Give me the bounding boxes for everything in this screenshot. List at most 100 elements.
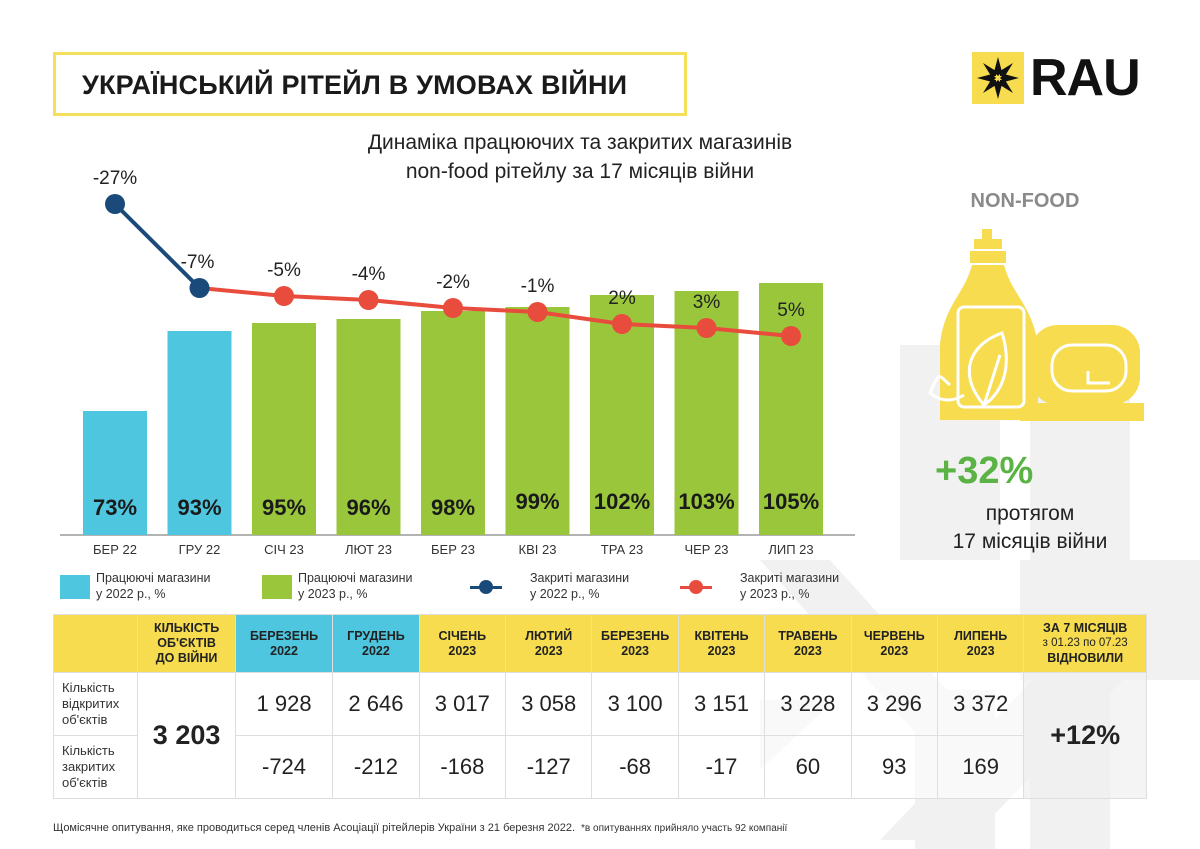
x-tick-label: ГРУ 22 [179, 542, 221, 557]
chart-title-line2: non-food рітейлу за 17 місяців війни [405, 160, 755, 183]
line-label: -1% [521, 276, 555, 297]
header-line: ТРАВЕНЬ [778, 628, 838, 643]
legend-label-line1: Закриті магазини [530, 571, 630, 585]
bar-0 [83, 411, 147, 535]
line-label: -5% [267, 260, 301, 281]
line-point-2 [274, 286, 294, 306]
title-box: УКРАЇНСЬКИЙ РІТЕЙЛ В УМОВАХ ВІЙНИ [53, 52, 687, 116]
line-point-3 [358, 290, 379, 310]
header-line: ЛИПЕНЬ [954, 628, 1008, 643]
footnote-note: *в опитуваннях прийняло участь 92 компан… [581, 823, 788, 834]
line-label: 3% [693, 292, 721, 313]
header-line: 2022 [270, 643, 298, 658]
bar-8 [759, 283, 823, 535]
recovered-value: +12% [1023, 672, 1147, 799]
table-row-open: Кількість відкритих об'єктів 3 203 1 928 2… [52, 672, 1147, 799]
bar-5 [505, 307, 570, 535]
line-point-6 [612, 314, 632, 334]
header-line: СІЧЕНЬ [438, 628, 487, 643]
x-tick-label: КВІ 23 [519, 542, 557, 557]
header-line: ДО ВІЙНИ [155, 651, 218, 665]
header-month: ЛИПЕНЬ 2023 [936, 614, 1025, 673]
line-label: 5% [777, 300, 805, 321]
header-pre-war: КІЛЬКІСТЬ ОБ'ЄКТІВ ДО ВІЙНИ [137, 614, 236, 673]
header-month: КВІТЕНЬ 2023 [677, 614, 766, 673]
legend-label: Працюючі магазини у 2023 р., % [298, 570, 438, 602]
header-line: 2023 [621, 643, 650, 658]
header-recovered: ЗА 7 МІСЯЦІВ з 01.23 по 07.23 ВІДНОВИЛИ [1023, 614, 1147, 673]
table-cell: 3 372 [936, 672, 1025, 736]
header-line: ВІДНОВИЛИ [1047, 651, 1124, 665]
detergent-bottle-and-soap-icon [928, 229, 1144, 421]
bar-label: 96% [346, 495, 390, 520]
row-label-line: об'єктів [62, 712, 108, 727]
table-cell: -724 [234, 735, 334, 799]
legend-label-line2: у 2022 р., % [96, 587, 166, 601]
highlight-description: протягом 17 місяців війни [920, 500, 1140, 556]
table-cell: -212 [332, 735, 420, 799]
line-point-5 [527, 302, 548, 322]
line-closed-2022 [113, 202, 201, 290]
table-cell: -17 [677, 735, 766, 799]
table-cell: -168 [418, 735, 507, 799]
category-label: NON-FOOD [970, 190, 1080, 212]
table-cell: -68 [591, 735, 679, 799]
header-line: БЕРЕЗЕНЬ [249, 628, 319, 643]
bar-label: 103% [678, 489, 734, 514]
footnote: Щомісячне опитування, яке проводиться се… [53, 822, 787, 834]
line-label: -2% [436, 272, 470, 293]
header-line: 2023 [707, 643, 736, 658]
x-tick-label: ТРА 23 [601, 542, 644, 557]
header-line: 2023 [966, 643, 995, 658]
legend-label-line2: у 2023 р., % [298, 587, 368, 601]
legend-label: Закриті магазини у 2023 р., % [740, 570, 880, 602]
table-cell: 1 928 [234, 672, 334, 736]
logo-text: RAU [1030, 49, 1141, 107]
bar-label: 105% [763, 489, 819, 514]
bar-3 [336, 319, 401, 535]
legend-label-line2: у 2022 р., % [530, 587, 600, 601]
legend-swatch-2023 [262, 575, 292, 599]
x-tick-label: ЛИП 23 [768, 542, 813, 557]
x-tick-label: ЛЮТ 23 [345, 542, 392, 557]
line-point-7 [696, 318, 717, 338]
highlight-desc-line1: протягом [985, 502, 1075, 525]
page-title: УКРАЇНСЬКИЙ РІТЕЙЛ В УМОВАХ ВІЙНИ [82, 70, 628, 100]
bar-line-chart: 73% 93% 95% 96% 98% 99% 102% 103% 105% БЕР 22 ГРУ… [60, 168, 855, 557]
header-month: ТРАВЕНЬ 2023 [764, 614, 852, 673]
bar-label: 93% [177, 495, 221, 520]
row-label-line: Кількість [62, 680, 115, 695]
header-line: 2023 [534, 643, 563, 658]
header-month: БЕРЕЗЕНЬ 2023 [591, 614, 679, 673]
chart-title: Динаміка працюючих та закритих магазинів… [300, 128, 860, 186]
footnote-text: Щомісячне опитування, яке проводиться се… [53, 822, 576, 834]
highlight-desc-line2: 17 місяців війни [952, 530, 1108, 553]
table-cell: 3 151 [677, 672, 766, 736]
legend-label: Працюючі магазини у 2022 р., % [96, 570, 236, 602]
bar-label: 102% [594, 489, 650, 514]
line-point-1 [189, 278, 210, 298]
line-label: 2% [608, 288, 636, 309]
eight-point-star-icon [972, 52, 1024, 104]
header-month: СІЧЕНЬ 2023 [418, 614, 507, 673]
line-label: -7% [181, 252, 215, 273]
legend-swatch-2022 [60, 575, 90, 599]
table-cell: 3 100 [591, 672, 679, 736]
header-line: 2022 [362, 643, 390, 658]
x-tick-label: СІЧ 23 [264, 542, 304, 557]
legend-label-line1: Працюючі магазини [298, 571, 413, 585]
header-line: ЧЕРВЕНЬ [863, 628, 925, 643]
table-cell: 3 296 [850, 672, 938, 736]
header-line: 2023 [880, 643, 909, 658]
legend-dot-2022 [479, 580, 493, 594]
legend-dot-2023 [689, 580, 703, 594]
line-label: -27% [93, 168, 137, 189]
row-label: Кількість закритих об'єктів [52, 735, 139, 799]
row-label-line: Кількість [62, 743, 115, 758]
line-point-4 [443, 298, 463, 318]
header-month: БЕРЕЗЕНЬ 2022 [234, 614, 334, 673]
stores-table: КІЛЬКІСТЬ ОБ'ЄКТІВ ДО ВІЙНИ БЕРЕЗЕНЬ 2022 Г… [52, 614, 1147, 799]
table-header-row: КІЛЬКІСТЬ ОБ'ЄКТІВ ДО ВІЙНИ БЕРЕЗЕНЬ 2022 Г… [52, 614, 1147, 673]
pre-war-total: 3 203 [137, 672, 236, 799]
line-label: -4% [352, 264, 386, 285]
